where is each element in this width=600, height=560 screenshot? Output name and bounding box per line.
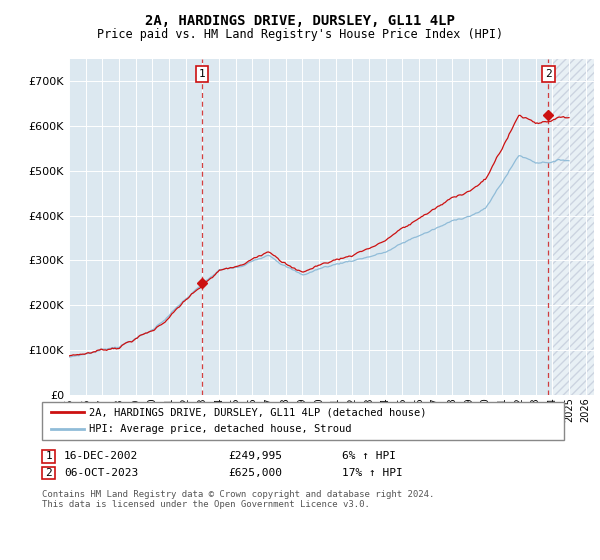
Text: 2A, HARDINGS DRIVE, DURSLEY, GL11 4LP (detached house): 2A, HARDINGS DRIVE, DURSLEY, GL11 4LP (d… (89, 407, 426, 417)
Text: £249,995: £249,995 (228, 451, 282, 461)
Text: 16-DEC-2002: 16-DEC-2002 (64, 451, 139, 461)
Text: Contains HM Land Registry data © Crown copyright and database right 2024.
This d: Contains HM Land Registry data © Crown c… (42, 490, 434, 510)
Text: 6% ↑ HPI: 6% ↑ HPI (342, 451, 396, 461)
Text: Price paid vs. HM Land Registry's House Price Index (HPI): Price paid vs. HM Land Registry's House … (97, 28, 503, 41)
Bar (553, 59, 600, 395)
Text: 06-OCT-2023: 06-OCT-2023 (64, 468, 139, 478)
Text: HPI: Average price, detached house, Stroud: HPI: Average price, detached house, Stro… (89, 424, 352, 434)
Text: 2: 2 (45, 468, 52, 478)
Text: 2A, HARDINGS DRIVE, DURSLEY, GL11 4LP: 2A, HARDINGS DRIVE, DURSLEY, GL11 4LP (145, 14, 455, 28)
Text: 2: 2 (545, 69, 552, 79)
Text: £625,000: £625,000 (228, 468, 282, 478)
Bar (553, 59, 600, 395)
Text: 17% ↑ HPI: 17% ↑ HPI (342, 468, 403, 478)
Text: 1: 1 (45, 451, 52, 461)
Text: 1: 1 (198, 69, 205, 79)
